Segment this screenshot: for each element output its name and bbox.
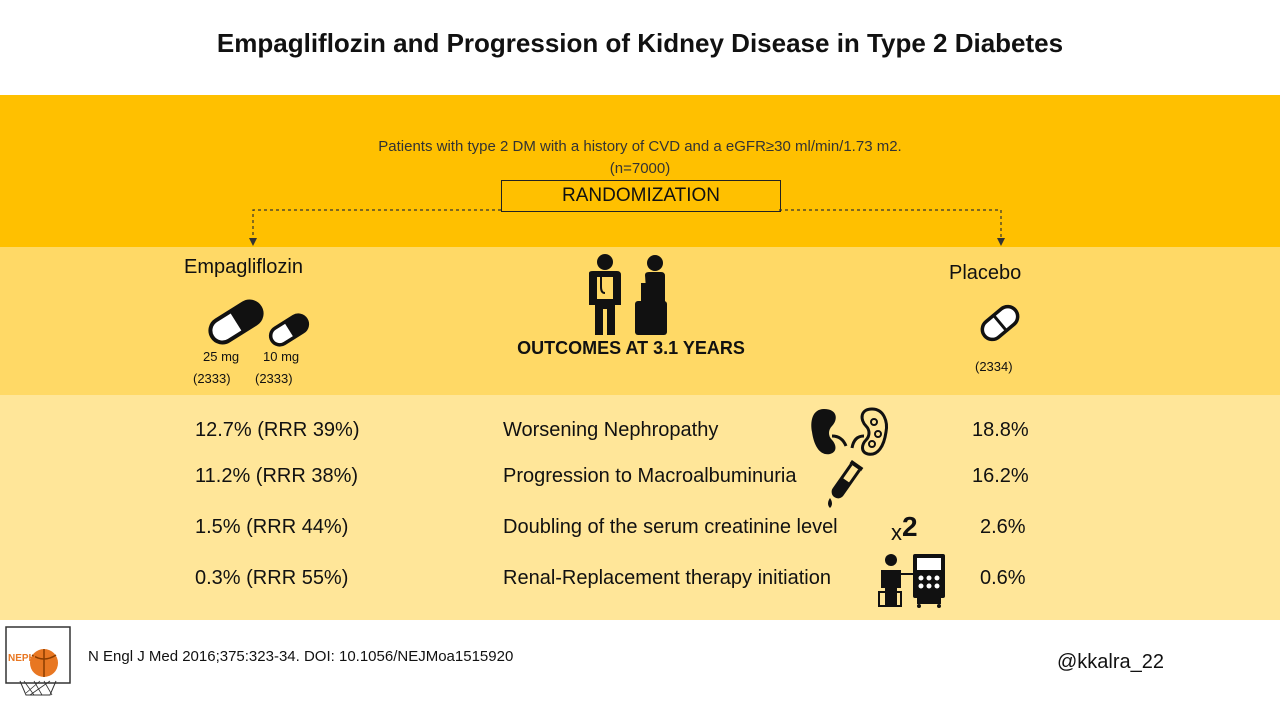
population-criteria: Patients with type 2 DM with a history o… (378, 138, 902, 155)
two-digit: 2 (902, 511, 918, 542)
arrow-to-empagliflozin (252, 209, 501, 240)
row1-outcome: Worsening Nephropathy (503, 419, 719, 441)
row2-empagliflozin: 11.2% (RRR 38%) (195, 465, 359, 487)
row4-placebo: 0.6% (980, 567, 1026, 589)
row2-placebo: 16.2% (972, 465, 1029, 487)
population-count: (n=7000) (609, 160, 671, 177)
dose-25mg: 25 mg (203, 349, 240, 364)
outcomes-heading: OUTCOMES AT 3.1 YEARS (517, 338, 745, 358)
outcomes-band (0, 395, 1280, 620)
population-band (0, 95, 1280, 247)
empagliflozin-25-count: (2333) (193, 371, 231, 386)
empagliflozin-10-count: (2333) (255, 371, 293, 386)
row1-placebo: 18.8% (972, 419, 1029, 441)
logo-text: NEPH (8, 653, 36, 664)
empagliflozin-label: Empagliflozin (184, 256, 303, 278)
placebo-label: Placebo (949, 262, 1022, 284)
row2-outcome: Progression to Macroalbuminuria (503, 465, 797, 487)
citation: N Engl J Med 2016;375:323-34. DOI: 10.10… (88, 648, 514, 665)
large-pill-icon (208, 299, 264, 345)
times-two-icon: x2 (891, 511, 918, 545)
kidney-icon (811, 407, 888, 456)
small-pill-icon (268, 313, 310, 347)
author-handle: @kkalra_22 (1057, 651, 1165, 673)
row3-placebo: 2.6% (980, 516, 1026, 538)
randomization-box: RANDOMIZATION (501, 180, 781, 212)
randomization-arrows (249, 209, 1005, 246)
arrowhead-right (997, 238, 1005, 246)
times-symbol: x (891, 520, 902, 545)
row3-empagliflozin: 1.5% (RRR 44%) (195, 516, 349, 538)
test-tube-icon (828, 460, 864, 508)
arrow-to-placebo (779, 209, 1002, 240)
dialysis-icon (878, 554, 945, 608)
arrowhead-left (249, 238, 257, 246)
population-description: Patients with type 2 DM with a history o… (0, 136, 1280, 180)
row1-empagliflozin: 12.7% (RRR 39%) (195, 419, 360, 441)
placebo-count: (2334) (975, 359, 1013, 374)
dose-10mg: 10 mg (263, 349, 300, 364)
row4-empagliflozin: 0.3% (RRR 55%) (195, 567, 349, 589)
row3-outcome: Doubling of the serum creatinine level (503, 516, 838, 538)
page-title: Empagliflozin and Progression of Kidney … (216, 28, 1064, 58)
doctor-patient-icon (589, 254, 667, 335)
row4-outcome: Renal-Replacement therapy initiation (503, 567, 831, 589)
placebo-pill-icon (980, 304, 1020, 342)
nephsim-logo: NEPH (5, 626, 71, 696)
